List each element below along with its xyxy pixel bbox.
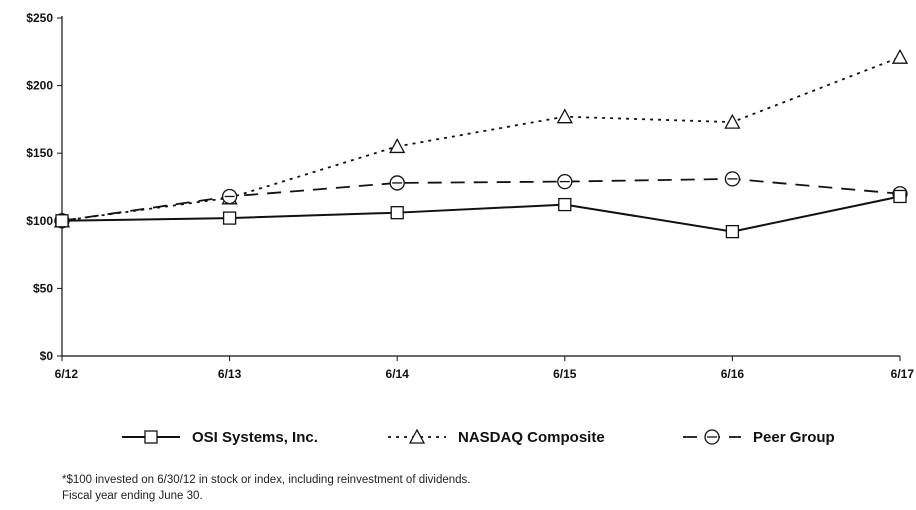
footnote-fiscal-year: Fiscal year ending June 30. [62,490,203,502]
legend-item: NASDAQ Composite [388,428,605,446]
data-point-square [390,206,404,220]
legend-label: NASDAQ Composite [458,429,605,446]
x-tick-label: 6/16 [721,367,745,381]
y-tick-label: $150 [26,146,53,160]
x-tick-label: 6/13 [218,367,242,381]
data-point-square [558,197,572,212]
series-line-circle [61,177,901,222]
x-tick-label: 6/17 [891,367,915,381]
x-tick-label: 6/14 [386,367,410,381]
x-axis-ticks: 6/12 6/13 6/14 6/15 6/16 6/17 [55,356,915,381]
data-point-square [55,214,69,228]
data-point-square [893,189,907,204]
y-tick-label: $50 [33,281,53,295]
data-point-triangle [389,138,406,154]
data-point-triangle [724,113,741,129]
series-line-square [61,195,901,233]
legend-marker-circle [704,429,720,445]
data-point-circle [724,171,741,187]
legend-marker-square [144,430,158,444]
data-point-circle [221,188,238,205]
x-tick-label: 6/15 [553,367,577,381]
chart-axes [61,16,900,357]
series-line-triangle [61,56,901,222]
y-axis-ticks: $0 $50 $100 $150 $200 $250 [26,11,62,363]
data-point-circle [557,173,573,190]
legend-label: OSI Systems, Inc. [192,429,318,446]
legend-item: OSI Systems, Inc. [122,429,318,446]
data-point-triangle [556,108,573,124]
y-tick-label: $200 [26,79,53,93]
data-point-circle [389,175,405,191]
legend-marker-triangle [408,428,426,444]
y-tick-label: $100 [26,214,53,228]
series-layer [53,48,909,239]
legend-item: Peer Group [683,429,835,446]
legend: OSI Systems, Inc. NASDAQ Composite Peer Gr… [122,428,835,446]
y-tick-label: $0 [40,349,54,363]
data-point-square [222,211,237,225]
y-tick-label: $250 [26,11,53,25]
x-tick-label: 6/12 [55,367,79,381]
footnote-investment: *$100 invested on 6/30/12 in stock or in… [62,474,471,486]
data-point-triangle [891,48,909,64]
legend-label: Peer Group [753,429,835,446]
data-point-square [725,224,740,239]
